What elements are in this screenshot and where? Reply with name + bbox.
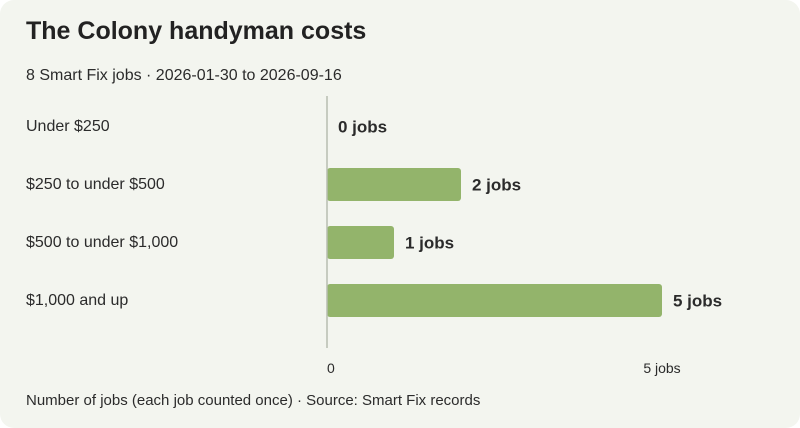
bar [327,168,461,201]
category-label: $250 to under $500 [26,176,165,193]
bar [327,284,662,317]
category-label: Under $250 [26,118,110,135]
data-label: 0 jobs [338,118,387,137]
category-label: $500 to under $1,000 [26,234,178,251]
x-tick-label: 5 jobs [643,360,680,376]
bar [327,226,394,259]
chart-title: The Colony handyman costs [26,17,367,45]
data-label: 5 jobs [673,292,722,311]
category-label: $1,000 and up [26,292,128,309]
chart-footnote: Number of jobs (each job counted once) ·… [26,392,481,409]
x-tick-label: 0 [327,360,335,376]
chart-subtitle: 8 Smart Fix jobs · 2026-01-30 to 2026-09… [26,67,342,84]
data-label: 2 jobs [472,176,521,195]
data-label: 1 jobs [405,234,454,253]
